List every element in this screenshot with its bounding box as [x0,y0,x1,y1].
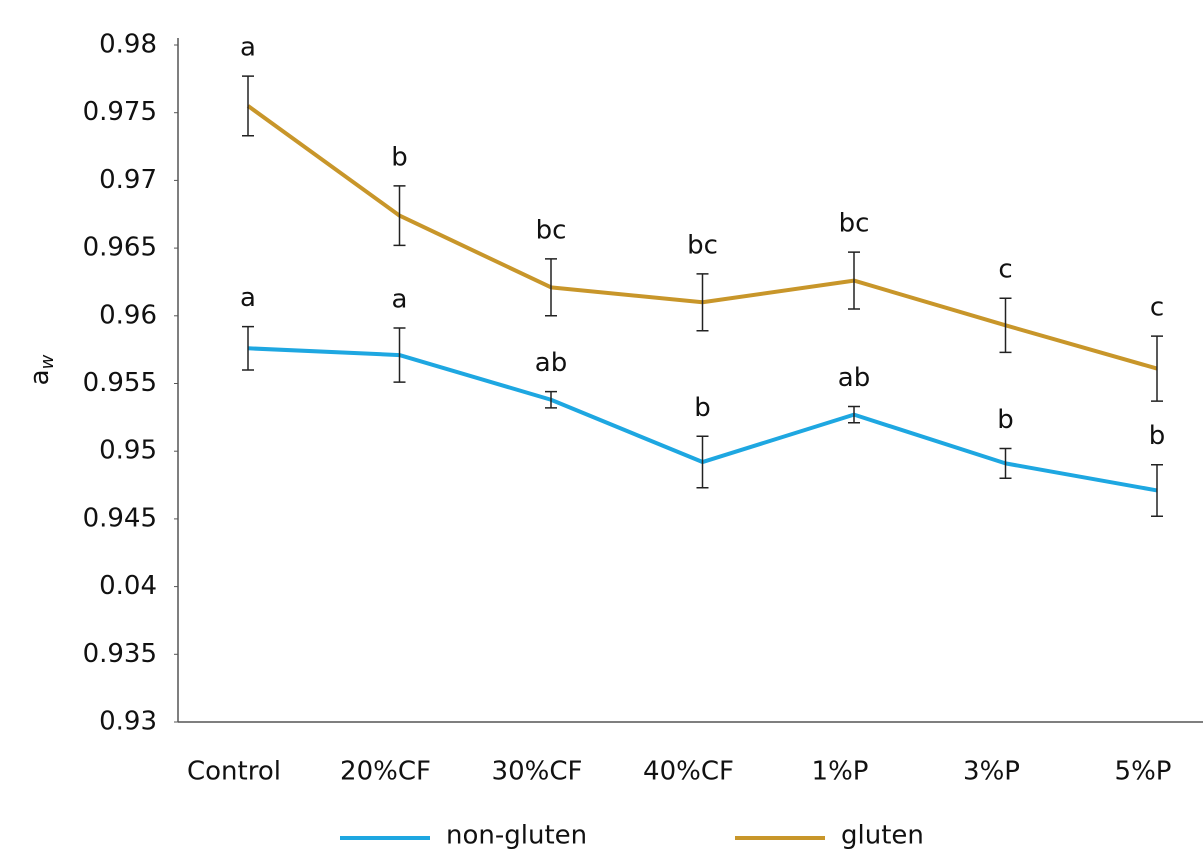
error-bar [696,435,709,489]
significance-letter: b [997,405,1014,435]
significance-letter: a [392,284,408,314]
error-bar [1151,463,1163,517]
error-bar [999,447,1012,480]
significance-letter: ab [838,363,870,393]
significance-letter: a [240,283,256,313]
legend-label: non-gluten [446,821,587,851]
y-tick-label: 0.96 [99,300,157,330]
y-tick-label: 0.935 [83,639,157,669]
x-tick-label: 20%CF [340,757,431,787]
y-axis-label: aw [25,354,59,385]
significance-letter: b [391,142,408,172]
significance-letter: b [1149,421,1166,451]
error-bar [393,185,406,247]
significance-letter: bc [536,215,567,245]
error-bar [1151,335,1163,402]
y-tick-label: 0.04 [99,571,157,601]
y-tick-label: 0.945 [83,503,157,533]
x-tick-label: 1%P [812,757,869,787]
significance-letter: a [240,33,256,63]
y-tick-label: 0.98 [99,30,157,60]
y-label-sub: w [37,354,58,369]
error-bar [393,327,406,383]
x-tick-label: Control [187,757,281,787]
error-bar [242,325,254,371]
significance-letter: ab [535,348,567,378]
significance-letter: bc [687,230,718,260]
error-bar [242,75,254,137]
x-tick-label: 30%CF [492,757,583,787]
x-tick-label: 3%P [963,757,1020,787]
error-bar [999,297,1012,354]
y-tick-label: 0.93 [99,707,157,737]
error-bar [545,258,557,317]
significance-letter: c [998,255,1012,285]
significance-letter: c [1150,293,1164,323]
y-tick-label: 0.97 [99,165,157,195]
error-bar [696,273,709,332]
y-tick-label: 0.965 [83,233,157,263]
y-tick-label: 0.955 [83,368,157,398]
error-bar [848,251,860,310]
y-tick-label: 0.95 [99,436,157,466]
error-bar [848,405,860,424]
significance-letter: bc [839,209,870,239]
x-tick-label: 5%P [1115,757,1172,787]
x-tick-label: 40%CF [643,757,734,787]
legend-label: gluten [841,821,924,851]
y-label-main: a [25,369,55,385]
error-bar [545,390,557,409]
y-tick-label: 0.975 [83,97,157,127]
significance-letter: b [694,393,711,423]
